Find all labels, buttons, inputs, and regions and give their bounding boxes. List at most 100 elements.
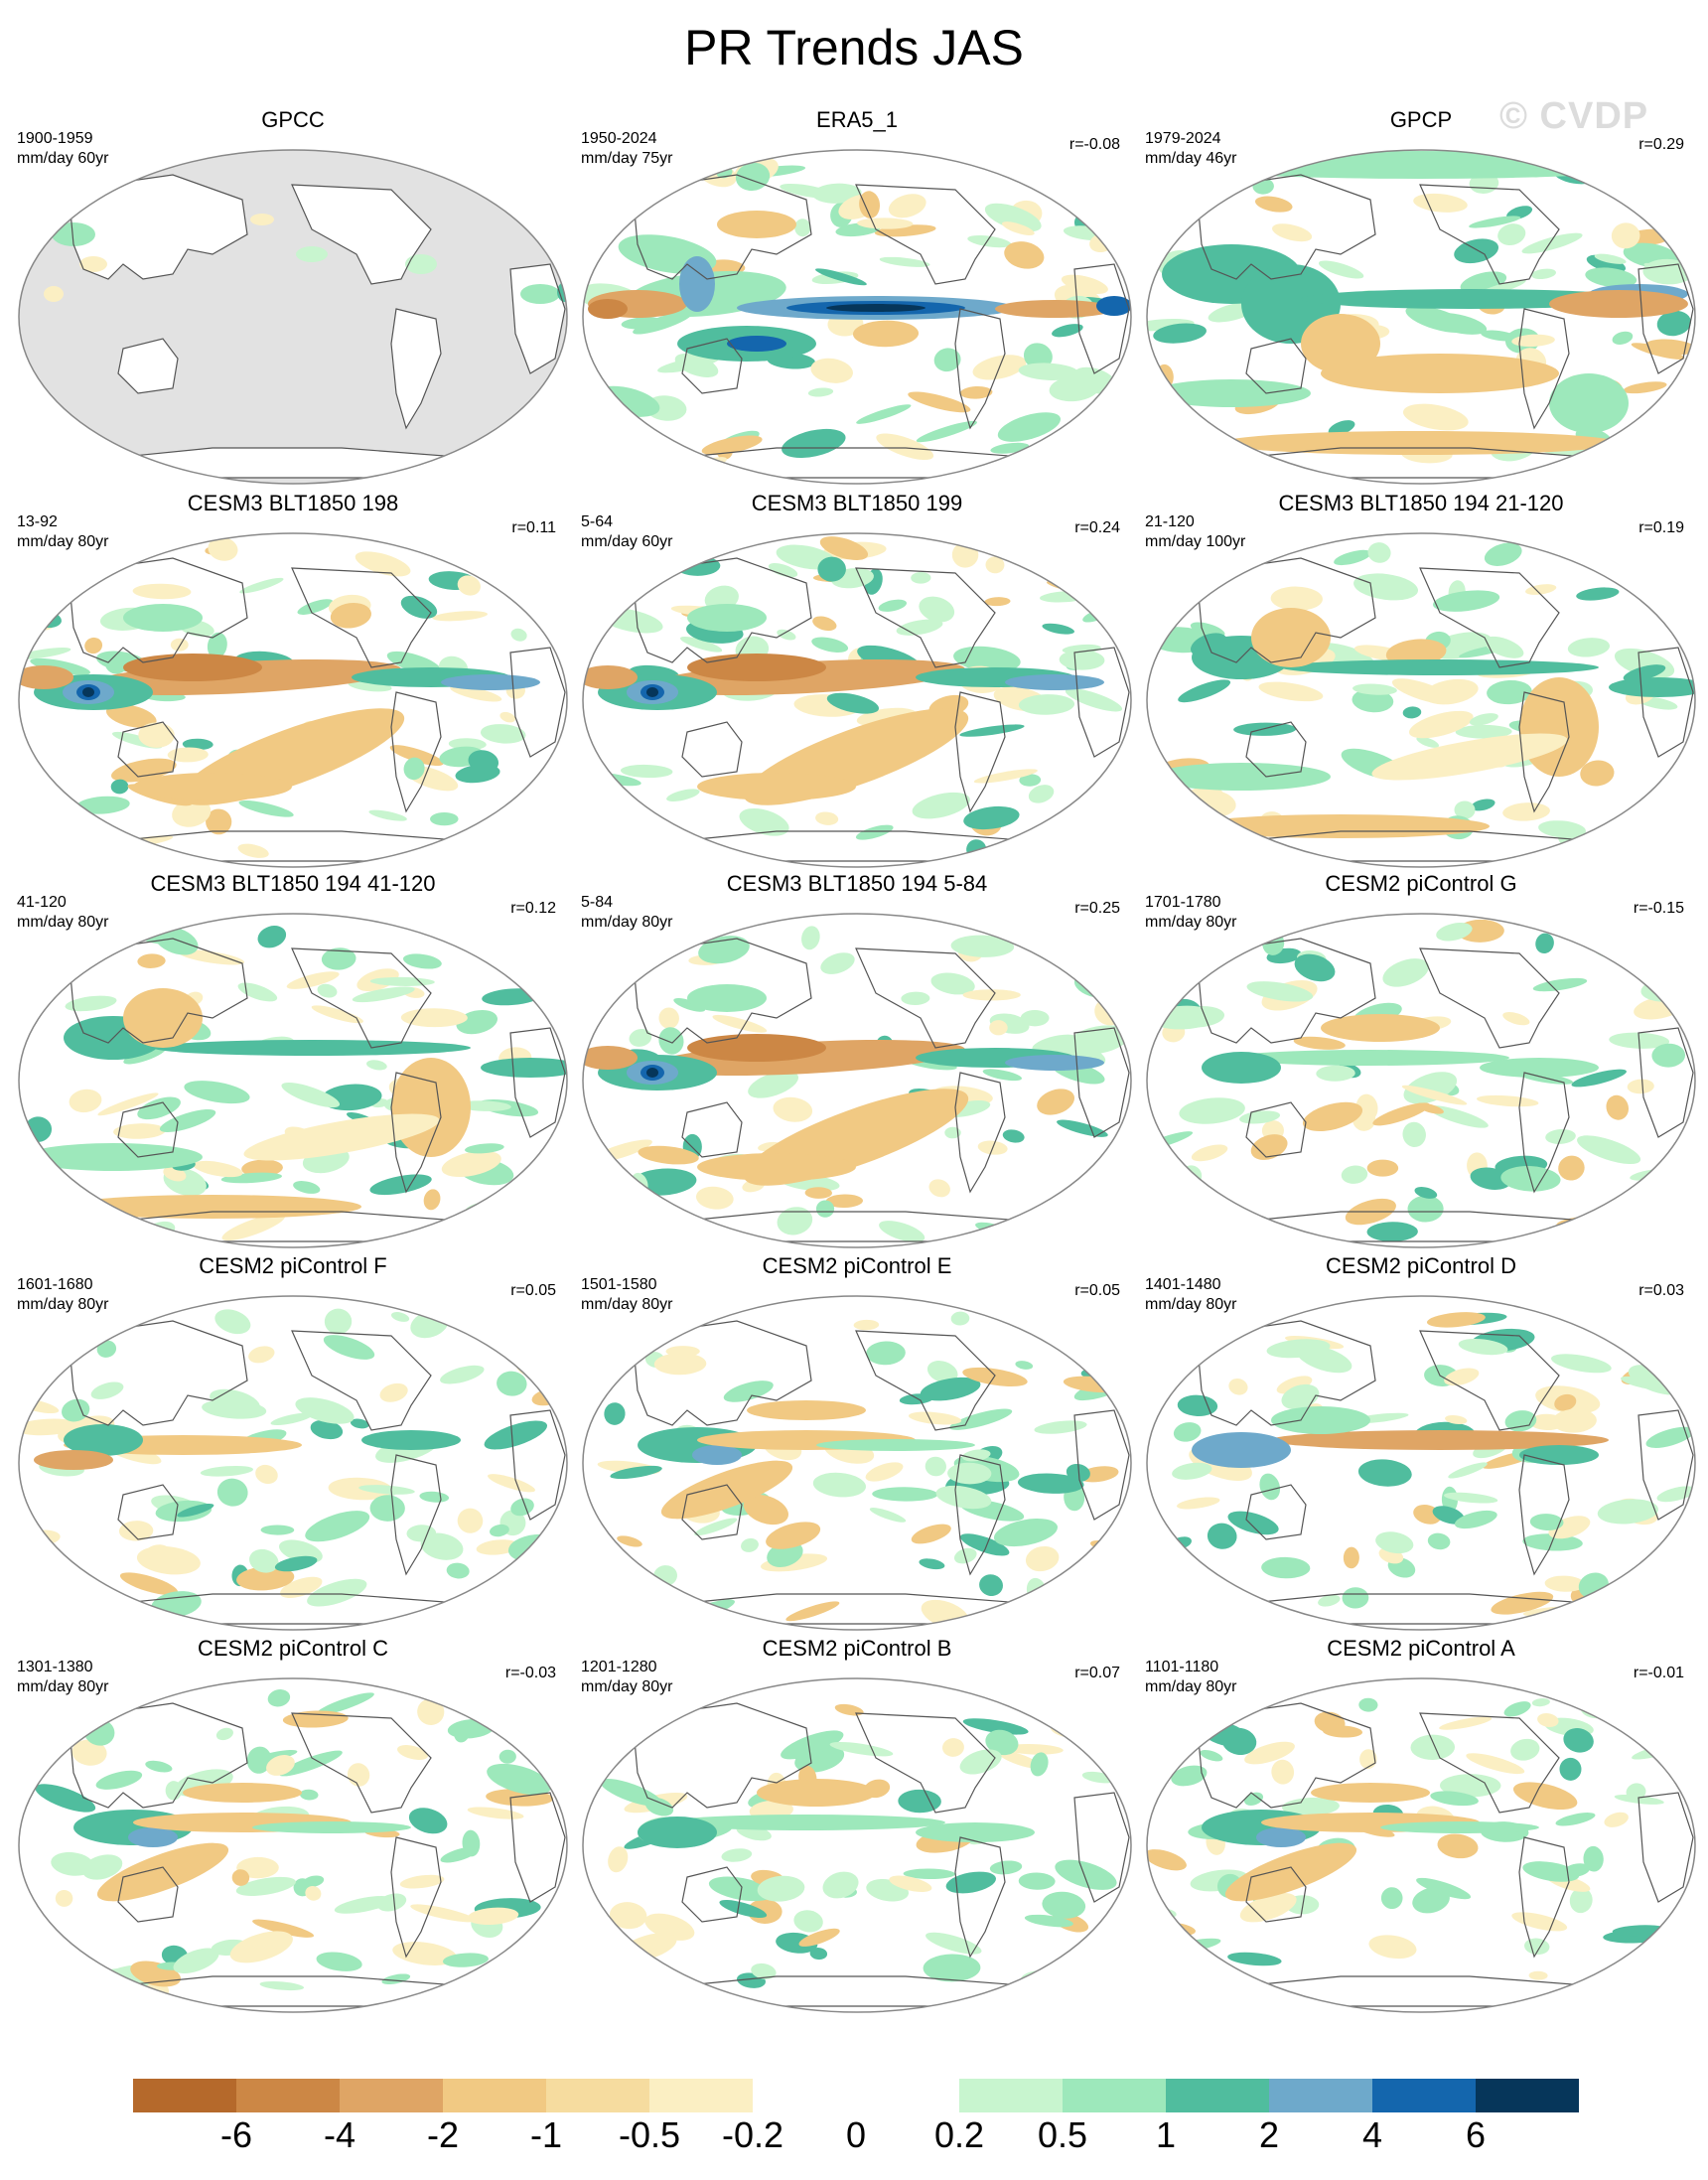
trend-contour	[464, 1143, 504, 1154]
trend-contour	[979, 1574, 1003, 1596]
coastline	[855, 1712, 996, 1814]
trend-contour	[361, 1430, 461, 1450]
trend-contour	[1158, 421, 1210, 441]
trend-contour	[355, 551, 411, 577]
panel-years: 5-64	[581, 513, 614, 530]
panel-years: 1900-1959	[17, 130, 93, 147]
panel-units: mm/day 80yr	[17, 1296, 109, 1313]
trend-contour	[167, 747, 209, 763]
trend-contour	[297, 599, 334, 615]
trend-contour	[1169, 1215, 1223, 1231]
trend-contour	[701, 435, 763, 455]
trend-contour	[255, 1464, 278, 1485]
trend-contour	[1426, 1312, 1486, 1328]
trend-contour	[437, 1986, 504, 2002]
trend-contour	[1576, 587, 1620, 601]
land-mask	[292, 185, 431, 284]
panel-correlation: r=0.25	[1074, 900, 1120, 917]
map-panel: CESM2 piControl B 1201-1280 mm/day 80yr r=0…	[578, 1636, 1136, 2017]
trend-contour	[236, 1565, 295, 1591]
trend-contour	[369, 1495, 405, 1522]
trend-contour	[498, 1749, 516, 1764]
trend-contour	[820, 952, 855, 974]
trend-contour	[1458, 1338, 1508, 1356]
trend-contour	[777, 1207, 813, 1235]
trend-contour	[1631, 955, 1658, 973]
trend-contour	[1055, 1859, 1117, 1890]
trend-contour	[919, 596, 955, 623]
trend-contour	[865, 1462, 904, 1482]
trend-contour	[945, 1871, 996, 1894]
trend-contour	[511, 1683, 548, 1703]
trend-contour	[1171, 1765, 1208, 1787]
trend-contour	[35, 1784, 96, 1813]
trend-contour	[480, 724, 526, 744]
trend-contour	[1185, 1695, 1251, 1719]
trend-contour	[930, 972, 975, 995]
trend-contour	[369, 1174, 432, 1196]
trend-map	[1146, 913, 1696, 1248]
trend-contour	[1558, 1155, 1585, 1181]
trend-contour	[1023, 343, 1053, 369]
coastline	[954, 1454, 1006, 1576]
trend-contour	[1048, 1704, 1106, 1720]
map-background	[1147, 1678, 1695, 2012]
trend-contour	[97, 1092, 159, 1116]
trend-contour	[1090, 1310, 1131, 1332]
colorbar-tick-label: 6	[1465, 2114, 1487, 2155]
trend-contour	[1004, 1744, 1064, 1755]
map-frame	[1146, 532, 1696, 868]
trend-contour	[1017, 1473, 1084, 1494]
trend-map	[18, 149, 568, 485]
trend-contour	[243, 1113, 440, 1161]
coastline	[117, 1101, 179, 1158]
trend-map	[582, 913, 1132, 1248]
trend-contour	[448, 738, 487, 751]
panel-units: mm/day 80yr	[17, 914, 109, 931]
coastline	[681, 338, 743, 394]
trend-contour	[402, 953, 442, 969]
trend-contour	[1626, 1783, 1646, 1801]
trend-contour	[925, 1456, 946, 1477]
trend-contour	[469, 846, 495, 857]
trend-contour	[1402, 403, 1469, 431]
trend-contour	[1503, 1701, 1531, 1717]
trend-contour	[423, 1189, 441, 1211]
map-panel: ERA5_1 1950-2024 mm/day 75yr r=-0.08	[578, 107, 1136, 489]
trend-contour	[674, 555, 721, 576]
trend-contour	[723, 1381, 774, 1402]
trend-contour	[798, 1928, 840, 1947]
trend-map	[18, 532, 568, 868]
trend-contour	[1002, 1129, 1025, 1143]
coastline	[390, 1836, 442, 1959]
trend-contour	[811, 637, 849, 653]
land-mask	[118, 339, 178, 393]
coastline	[68, 557, 248, 663]
panel-title: ERA5_1	[816, 107, 898, 132]
coastline	[681, 1484, 743, 1540]
map-frame	[1146, 913, 1696, 1248]
panel-years: 1201-1280	[581, 1659, 657, 1675]
trend-contour	[721, 1848, 753, 1862]
trend-contour	[1177, 1394, 1218, 1417]
trend-contour	[1281, 659, 1599, 675]
trend-contour	[583, 1046, 638, 1070]
colorbar-tick-label: -6	[219, 2114, 253, 2155]
coastline	[1637, 1409, 1694, 1521]
trend-contour	[583, 665, 638, 689]
coastline	[390, 691, 442, 813]
coastline	[1419, 1712, 1560, 1814]
trend-contour	[310, 1419, 344, 1440]
trend-contour	[1537, 1713, 1559, 1727]
trend-contour	[1563, 1863, 1590, 1877]
trend-contour	[79, 256, 107, 272]
colorbar-box	[133, 2079, 236, 2112]
trend-contour	[266, 1755, 295, 1776]
trend-contour	[19, 665, 73, 689]
trend-contour	[901, 991, 930, 1005]
trend-contour	[1623, 381, 1667, 394]
trend-contour	[466, 1596, 493, 1613]
trend-contour	[457, 575, 481, 596]
trend-contour	[235, 1876, 296, 1896]
trend-contour	[1282, 1797, 1340, 1817]
